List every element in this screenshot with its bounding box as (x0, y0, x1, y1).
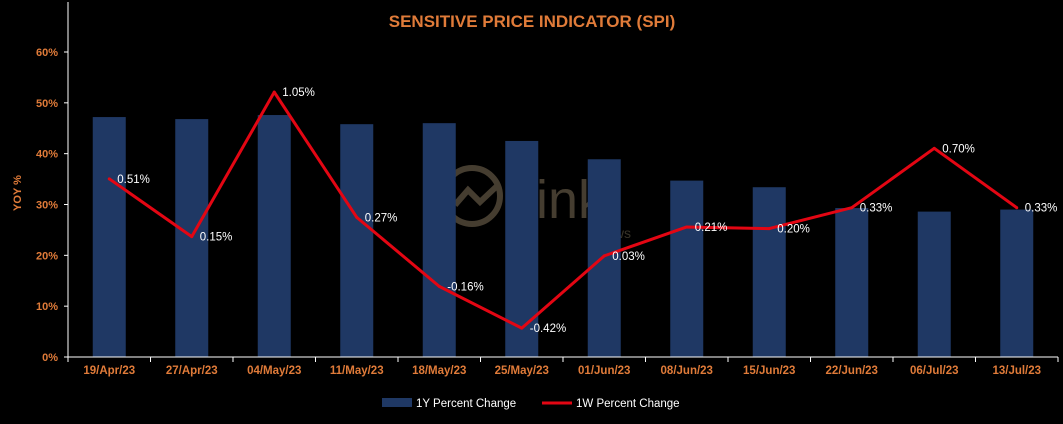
line-point (190, 235, 194, 239)
bar (917, 211, 951, 357)
x-tick-label: 06/Jul/23 (910, 365, 959, 377)
data-label: 0.51% (117, 174, 150, 186)
data-label: 0.20% (777, 224, 810, 236)
bar (752, 187, 786, 357)
x-tick-label: 19/Apr/23 (83, 365, 135, 377)
y-tick-label: 30% (36, 200, 58, 212)
x-ticks: 19/Apr/23 27/Apr/23 04/May/23 11/May/23 18/M… (67, 357, 1059, 377)
line-point (685, 225, 689, 229)
data-label: 0.33% (1025, 203, 1058, 215)
bar (340, 124, 374, 357)
y-tick-label: 0% (42, 352, 58, 364)
legend-label-line: 1W Percent Change (576, 398, 680, 410)
line-point (767, 227, 771, 231)
x-tick-label: 22/Jun/23 (826, 365, 878, 377)
line-path (108, 90, 1018, 330)
data-label: 0.15% (200, 232, 233, 244)
y-tick-label: 60% (36, 47, 58, 59)
legend: 1Y Percent Change 1W Percent Change (382, 398, 680, 410)
bar (1000, 209, 1034, 357)
bar (587, 159, 621, 357)
line-point (850, 206, 854, 210)
data-label: 0.21% (695, 222, 728, 234)
data-labels: 0.51% 0.15% 1.05% 0.27% -0.16% -0.42% 0.03% 0.2… (117, 87, 1057, 335)
line-series (107, 90, 1019, 330)
x-tick-label: 15/Jun/23 (743, 365, 795, 377)
legend-swatch-bar (382, 398, 412, 407)
y-tick-label: 50% (36, 98, 58, 110)
x-tick-label: 11/May/23 (330, 365, 384, 377)
bar (257, 115, 291, 358)
bar (92, 117, 126, 357)
line-point (1015, 206, 1019, 210)
data-label: 0.33% (860, 203, 893, 215)
line-point (355, 215, 359, 219)
y-axis-label: YOY % (12, 175, 24, 211)
line-point (602, 254, 606, 258)
bar (422, 123, 456, 358)
bar-series (92, 115, 1034, 358)
x-tick-label: 18/May/23 (412, 365, 466, 377)
y-ticks: 0% 10% 20% 30% 40% 50% 60% (36, 47, 68, 364)
data-label: 0.70% (942, 143, 975, 155)
chart-title: SENSITIVE PRICE INDICATOR (SPI) (389, 12, 676, 31)
data-label: 0.27% (365, 212, 398, 224)
y-tick-label: 20% (36, 250, 58, 262)
line-point (932, 146, 936, 150)
y-tick-label: 40% (36, 149, 58, 161)
x-tick-label: 13/Jul/23 (992, 365, 1041, 377)
line-point (107, 177, 111, 181)
x-tick-label: 08/Jun/23 (661, 365, 713, 377)
x-tick-label: 04/May/23 (247, 365, 301, 377)
x-tick-label: 27/Apr/23 (166, 365, 218, 377)
data-label: -0.16% (447, 281, 483, 293)
line-point (272, 90, 276, 94)
line-point (520, 326, 524, 330)
x-tick-label: 25/May/23 (495, 365, 549, 377)
legend-label-bar: 1Y Percent Change (416, 398, 516, 410)
bar (670, 180, 704, 357)
x-tick-label: 01/Jun/23 (578, 365, 630, 377)
y-tick-label: 10% (36, 301, 58, 313)
bar (835, 208, 869, 357)
data-label: 1.05% (282, 87, 315, 99)
line-point (437, 284, 441, 288)
data-label: -0.42% (530, 323, 566, 335)
watermark-zigzag-icon (452, 183, 500, 207)
data-label: 0.03% (612, 251, 645, 263)
